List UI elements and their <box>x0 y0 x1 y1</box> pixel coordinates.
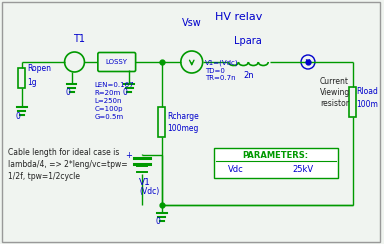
Text: 2n: 2n <box>243 71 254 80</box>
Bar <box>349 87 356 117</box>
FancyBboxPatch shape <box>98 52 136 71</box>
Text: Rcharge: Rcharge <box>167 112 199 121</box>
Text: 0: 0 <box>65 88 70 97</box>
Text: Ropen: Ropen <box>27 64 51 73</box>
Text: HV relav: HV relav <box>215 12 262 22</box>
Text: 25kV: 25kV <box>293 165 314 174</box>
Text: LEN=0.167
R=20m
L=250n
C=100p
G=0.5m: LEN=0.167 R=20m L=250n C=100p G=0.5m <box>94 82 134 120</box>
Bar <box>214 148 338 178</box>
Text: 100m: 100m <box>357 100 379 109</box>
Text: Lpara: Lpara <box>235 36 262 46</box>
Text: Rload: Rload <box>357 87 379 96</box>
Text: LOSSY: LOSSY <box>106 59 128 65</box>
Bar <box>18 68 25 88</box>
Text: V1=(Vdc)
TD=0
TR=0.7n: V1=(Vdc) TD=0 TR=0.7n <box>205 60 238 81</box>
Text: +: + <box>125 151 132 160</box>
Text: 0: 0 <box>156 217 161 226</box>
Text: 0: 0 <box>123 88 127 97</box>
Text: Current
Viewing
resistor: Current Viewing resistor <box>320 77 350 108</box>
Text: Cable length for ideal case is
lambda/4, => 2*leng/vc=tpw=
1/2f, tpw=1/2cycle: Cable length for ideal case is lambda/4,… <box>8 148 127 181</box>
Circle shape <box>181 51 203 73</box>
Text: Vdc: Vdc <box>228 165 243 174</box>
Text: 100meg: 100meg <box>167 124 198 133</box>
Text: 0: 0 <box>15 112 20 121</box>
Text: 1g: 1g <box>27 78 36 87</box>
Text: PARAMETERS:: PARAMETERS: <box>243 152 309 161</box>
Text: T1: T1 <box>73 34 86 44</box>
Bar <box>159 107 166 137</box>
Text: Vsw: Vsw <box>182 18 202 28</box>
Text: (Vdc): (Vdc) <box>139 187 159 196</box>
Text: V1: V1 <box>139 178 151 187</box>
